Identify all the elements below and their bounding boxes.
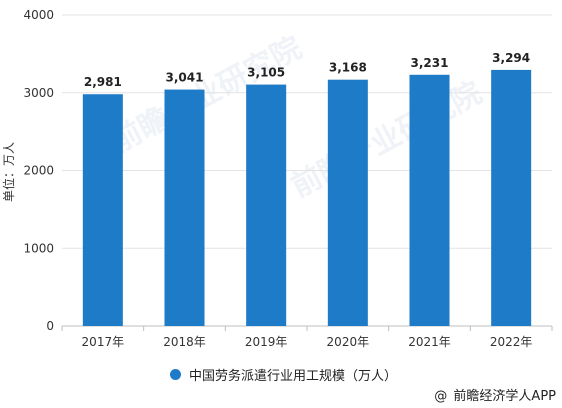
source-logo-icon: @ — [434, 389, 448, 404]
y-tick-label: 0 — [46, 319, 54, 333]
y-tick-label: 3000 — [23, 86, 54, 100]
x-tick-label: 2019年 — [245, 335, 288, 349]
bar-2018年 — [164, 89, 205, 326]
data-label: 3,231 — [411, 56, 449, 70]
y-tick-label: 1000 — [23, 241, 54, 255]
y-axis-ticks: 0 1000 2000 3000 4000 — [23, 8, 54, 333]
bar-2017年 — [82, 94, 123, 326]
source-credit: @ 前瞻经济学人APP — [434, 385, 556, 404]
bar-2020年 — [327, 79, 368, 326]
source-text: 前瞻经济学人APP — [453, 389, 556, 404]
gridlines — [62, 14, 552, 327]
y-tick-label: 4000 — [23, 8, 54, 22]
data-label: 3,168 — [329, 61, 367, 75]
legend-label: 中国劳务派遣行业用工规模（万人） — [189, 369, 398, 384]
data-label: 2,981 — [84, 75, 122, 89]
legend-swatch — [170, 369, 181, 380]
bars — [82, 69, 532, 327]
x-axis-ticks: 2017年 2018年 2019年 2020年 2021年 2022年 — [61, 326, 553, 349]
bar-2022年 — [491, 69, 532, 326]
data-label: 3,294 — [492, 51, 530, 65]
y-axis-label: 单位：万人 — [1, 142, 16, 202]
data-label: 3,041 — [166, 71, 204, 85]
bar-2021年 — [409, 74, 450, 326]
y-tick-label: 2000 — [23, 164, 54, 178]
data-label: 3,105 — [247, 66, 285, 80]
x-tick-label: 2020年 — [327, 335, 370, 349]
x-tick-label: 2017年 — [82, 335, 125, 349]
x-tick-label: 2021年 — [408, 335, 451, 349]
bar-2019年 — [246, 84, 287, 327]
data-labels: 2,981 3,041 3,105 3,168 3,231 3,294 — [84, 51, 530, 89]
legend: 中国劳务派遣行业用工规模（万人） — [170, 365, 397, 384]
x-tick-label: 2018年 — [163, 335, 206, 349]
x-tick-label: 2022年 — [490, 335, 533, 349]
